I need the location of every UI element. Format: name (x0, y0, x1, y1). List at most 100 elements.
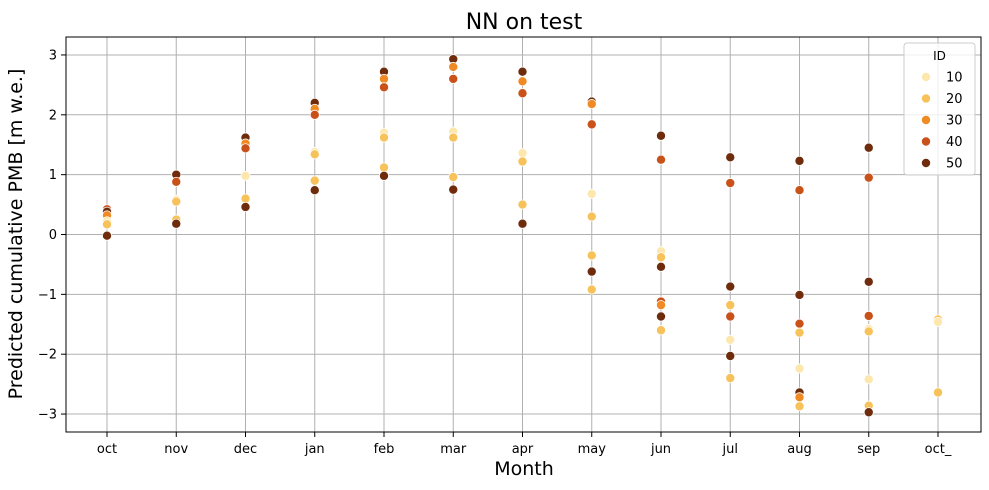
legend-label: 30 (946, 114, 963, 129)
legend-marker (921, 72, 932, 83)
x-axis-ticks: oct nov dec jan feb mar apr may jun jul aug sep oct_ (97, 432, 952, 457)
data-point (794, 401, 805, 412)
x-tick-label: jul (722, 442, 738, 457)
legend-marker (921, 115, 932, 126)
data-point (378, 73, 389, 84)
legend-label: 40 (946, 135, 963, 150)
data-points (102, 54, 944, 418)
x-tick-label: aug (787, 442, 811, 457)
data-point (240, 143, 251, 154)
data-point (448, 172, 459, 183)
data-point (448, 132, 459, 143)
x-tick-label: oct (97, 442, 117, 457)
data-point (863, 326, 874, 337)
data-point (517, 148, 528, 159)
data-point (656, 252, 667, 263)
data-point (794, 327, 805, 338)
data-point (517, 76, 528, 87)
data-point (102, 230, 113, 241)
x-tick-label: jun (650, 442, 671, 457)
data-point (863, 172, 874, 183)
x-tick-label: dec (234, 442, 257, 457)
y-tick-label: −3 (38, 408, 57, 423)
data-point (448, 73, 459, 84)
legend-label: 50 (946, 157, 963, 172)
data-point (725, 178, 736, 189)
legend-marker (921, 136, 932, 147)
data-point (794, 392, 805, 403)
data-point (309, 149, 320, 160)
data-point (171, 218, 182, 229)
legend-label: 20 (946, 92, 963, 107)
y-tick-label: −1 (38, 288, 57, 303)
data-point (933, 387, 944, 398)
data-point (586, 119, 597, 130)
data-point (586, 284, 597, 295)
data-point (725, 281, 736, 292)
legend-marker (921, 93, 932, 104)
data-point (309, 109, 320, 120)
data-point (309, 175, 320, 186)
data-point (517, 88, 528, 99)
data-point (794, 363, 805, 374)
y-tick-label: −2 (38, 348, 57, 363)
data-point (378, 170, 389, 181)
data-point (656, 300, 667, 311)
data-point (378, 162, 389, 173)
x-tick-label: jan (304, 442, 325, 457)
data-point (448, 184, 459, 195)
data-point (656, 311, 667, 322)
data-point (448, 61, 459, 72)
data-point (586, 211, 597, 222)
data-point (794, 318, 805, 329)
data-point (794, 185, 805, 196)
data-point (725, 300, 736, 311)
y-tick-label: 2 (49, 108, 57, 123)
data-point (378, 82, 389, 93)
data-point (863, 142, 874, 153)
legend-marker (921, 157, 932, 168)
data-point (933, 316, 944, 327)
data-point (656, 130, 667, 141)
grid-lines (66, 37, 981, 432)
data-point (240, 170, 251, 181)
data-point (309, 185, 320, 196)
data-point (794, 155, 805, 166)
x-tick-label: feb (374, 442, 395, 457)
data-point (863, 407, 874, 418)
y-axis-label: Predicted cumulative PMB [m w.e.] (5, 69, 27, 400)
data-point (863, 374, 874, 385)
data-point (656, 325, 667, 336)
x-tick-label: nov (164, 442, 188, 457)
legend-title: ID (933, 49, 946, 63)
data-point (725, 350, 736, 361)
data-point (863, 276, 874, 287)
data-point (102, 219, 113, 230)
data-point (725, 373, 736, 384)
data-point (517, 218, 528, 229)
legend-label: 10 (946, 71, 963, 86)
data-point (586, 188, 597, 199)
y-tick-label: 3 (49, 48, 57, 63)
x-tick-label: apr (512, 442, 534, 457)
data-point (725, 311, 736, 322)
data-point (656, 154, 667, 165)
data-point (586, 250, 597, 261)
y-tick-label: 1 (49, 168, 57, 183)
data-point (517, 156, 528, 167)
data-point (378, 132, 389, 143)
data-point (240, 193, 251, 204)
data-point (725, 334, 736, 345)
x-tick-label: sep (857, 442, 880, 457)
data-point (586, 266, 597, 277)
x-tick-label: oct_ (925, 442, 952, 457)
y-axis-ticks: −3 −2 −1 0 1 2 3 (38, 48, 66, 423)
data-point (863, 310, 874, 321)
data-point (171, 176, 182, 187)
data-point (240, 201, 251, 212)
data-point (656, 261, 667, 272)
data-point (794, 289, 805, 300)
data-point (171, 196, 182, 207)
